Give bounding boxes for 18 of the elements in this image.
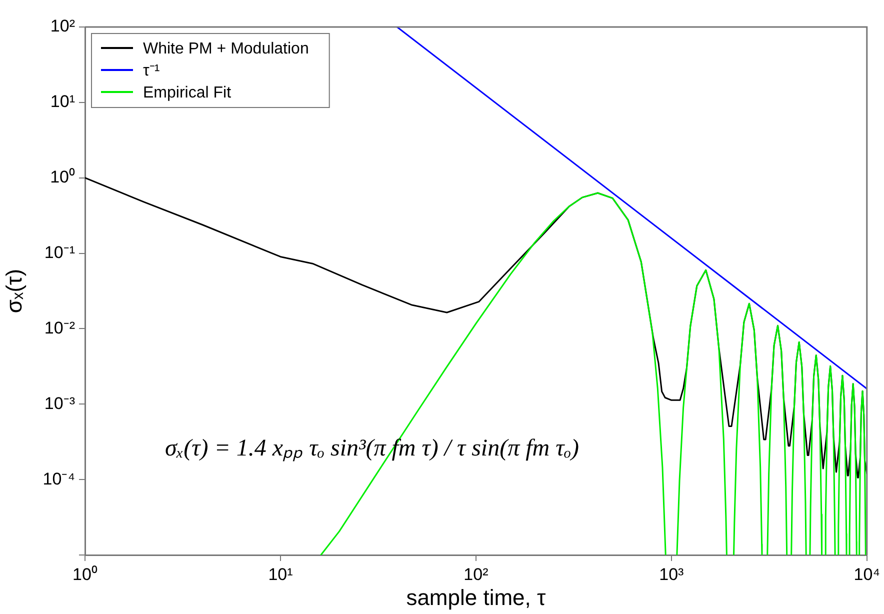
y-tick-label: 10⁻⁴ [42, 469, 75, 488]
x-tick-label: 10¹ [268, 564, 294, 584]
x-tick-label: 10³ [659, 564, 684, 584]
y-tick-label: 10⁻² [44, 318, 76, 338]
y-tick-label: 10⁰ [50, 168, 75, 187]
x-tick-label: 10² [464, 564, 489, 584]
y-tick-label: 10² [50, 16, 76, 36]
annotation: σₓ(τ) = 1.4 xₚₚ τₒ sin³(π fm τ) / τ sin(π fm τₒ) [165, 436, 580, 462]
legend-label: Empirical Fit [143, 84, 232, 102]
x-tick-label: 10⁴ [854, 564, 880, 584]
y-tick-label: 10⁻³ [44, 394, 76, 413]
legend-label: τ⁻¹ [143, 62, 160, 80]
y-tick-label: 10⁻¹ [44, 242, 76, 262]
y-axis-title: σₓ(τ) [1, 268, 26, 314]
y-tick-label: 10¹ [50, 92, 76, 112]
x-axis-title: sample time, τ [406, 584, 546, 610]
legend-label: White PM + Modulation [143, 40, 309, 58]
x-tick-label: 10⁰ [72, 564, 98, 584]
